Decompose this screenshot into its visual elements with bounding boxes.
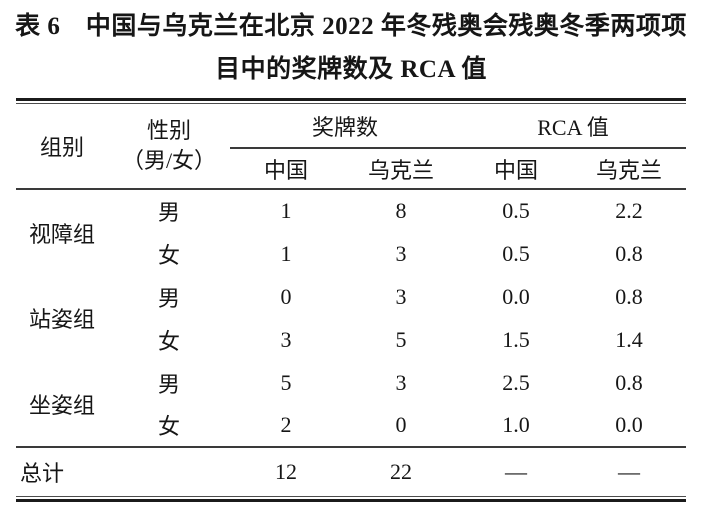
medals-china-cell: 2 bbox=[280, 412, 292, 437]
header-rca-group: RCA 值 bbox=[460, 104, 687, 149]
medals-ukraine-cell: 3 bbox=[395, 369, 407, 395]
gender-cell: 男 bbox=[157, 371, 180, 397]
medals-ukraine-cell: 8 bbox=[395, 198, 407, 223]
total-medals-china: 12 bbox=[275, 459, 297, 484]
medals-rca-table: 组别 性别 （男/女） 奖牌数 RCA 值 中国 乌克兰 中国 乌克兰 bbox=[16, 104, 687, 496]
group-name-sitting: 坐姿组 bbox=[28, 392, 95, 418]
total-gender-empty bbox=[108, 447, 230, 496]
rca-ukraine-cell: 0.8 bbox=[615, 283, 643, 309]
table-row: 站姿组 男 0 3 0.0 0.8 bbox=[16, 275, 686, 333]
medals-china-cell: 3 bbox=[280, 326, 292, 352]
table-top-rule bbox=[16, 98, 686, 104]
rca-china-cell: 0.0 bbox=[502, 283, 530, 309]
group-name-visually-impaired: 视障组 bbox=[28, 221, 95, 247]
gender-cell: 男 bbox=[157, 200, 180, 225]
table-caption-line-1: 表 6 中国与乌克兰在北京 2022 年冬残奥会残奥冬季两项项 bbox=[15, 13, 687, 40]
gender-cell: 女 bbox=[157, 328, 180, 354]
rca-ukraine-cell: 0.0 bbox=[615, 412, 643, 437]
table-footer: 总计 12 22 — — bbox=[16, 447, 687, 496]
medals-china-cell: 1 bbox=[280, 240, 292, 266]
rca-china-cell: 1.5 bbox=[502, 326, 530, 352]
table-row: 女 2 0 1.0 0.0 bbox=[16, 404, 686, 447]
header-gender-line-1: 性别 bbox=[146, 118, 191, 143]
table-row: 坐姿组 男 5 3 2.5 0.8 bbox=[16, 361, 686, 418]
total-row: 总计 12 22 — — bbox=[16, 447, 686, 496]
rca-ukraine-cell: 0.8 bbox=[615, 369, 643, 395]
table-caption-line-2: 目中的奖牌数及 RCA 值 bbox=[215, 56, 487, 83]
medals-china-cell: 0 bbox=[280, 283, 292, 309]
table-caption: 表 6 中国与乌克兰在北京 2022 年冬残奥会残奥冬季两项项 目中的奖牌数及 … bbox=[0, 0, 702, 91]
table-container: 组别 性别 （男/女） 奖牌数 RCA 值 中国 乌克兰 中国 乌克兰 bbox=[16, 98, 687, 502]
table-row: 女 1 3 0.5 0.8 bbox=[16, 232, 686, 275]
header-gender-line-2: （男/女） bbox=[121, 148, 217, 173]
rca-ukraine-cell: 1.4 bbox=[615, 326, 643, 352]
medals-ukraine-cell: 5 bbox=[395, 326, 407, 352]
header-gender-column: 性别 （男/女） bbox=[108, 104, 230, 189]
gender-cell: 女 bbox=[157, 242, 180, 268]
header-medals-ukraine: 乌克兰 bbox=[368, 157, 435, 183]
medals-china-cell: 1 bbox=[280, 198, 292, 223]
total-label: 总计 bbox=[20, 461, 65, 486]
total-rca-china: — bbox=[505, 459, 528, 484]
medals-ukraine-cell: 3 bbox=[395, 283, 407, 309]
header-group-column: 组别 bbox=[39, 135, 84, 160]
medals-ukraine-cell: 0 bbox=[395, 412, 407, 437]
table-row: 女 3 5 1.5 1.4 bbox=[16, 318, 686, 361]
group-name-standing: 站姿组 bbox=[28, 307, 95, 332]
table-bottom-rule bbox=[16, 496, 686, 502]
rca-china-cell: 1.0 bbox=[502, 412, 530, 437]
rca-china-cell: 0.5 bbox=[502, 240, 530, 266]
total-medals-ukraine: 22 bbox=[390, 459, 412, 484]
header-rca-china: 中国 bbox=[494, 157, 539, 183]
medals-ukraine-cell: 3 bbox=[395, 240, 407, 266]
table-header: 组别 性别 （男/女） 奖牌数 RCA 值 中国 乌克兰 中国 乌克兰 bbox=[16, 104, 687, 189]
gender-cell: 男 bbox=[157, 285, 180, 311]
medals-china-cell: 5 bbox=[280, 369, 292, 395]
rca-ukraine-cell: 0.8 bbox=[615, 240, 643, 266]
rca-china-cell: 2.5 bbox=[502, 369, 530, 395]
total-rca-ukraine: — bbox=[618, 459, 641, 484]
table-row: 视障组 男 1 8 0.5 2.2 bbox=[16, 189, 686, 247]
rca-ukraine-cell: 2.2 bbox=[615, 198, 643, 223]
header-rca-ukraine: 乌克兰 bbox=[596, 157, 663, 183]
gender-cell: 女 bbox=[157, 414, 180, 439]
header-medals-group: 奖牌数 bbox=[230, 104, 461, 149]
table-body: 视障组 男 1 8 0.5 2.2 女 1 3 0.5 0.8 站姿组 男 bbox=[16, 189, 686, 447]
header-medals-china: 中国 bbox=[263, 157, 308, 183]
rca-china-cell: 0.5 bbox=[502, 198, 530, 223]
